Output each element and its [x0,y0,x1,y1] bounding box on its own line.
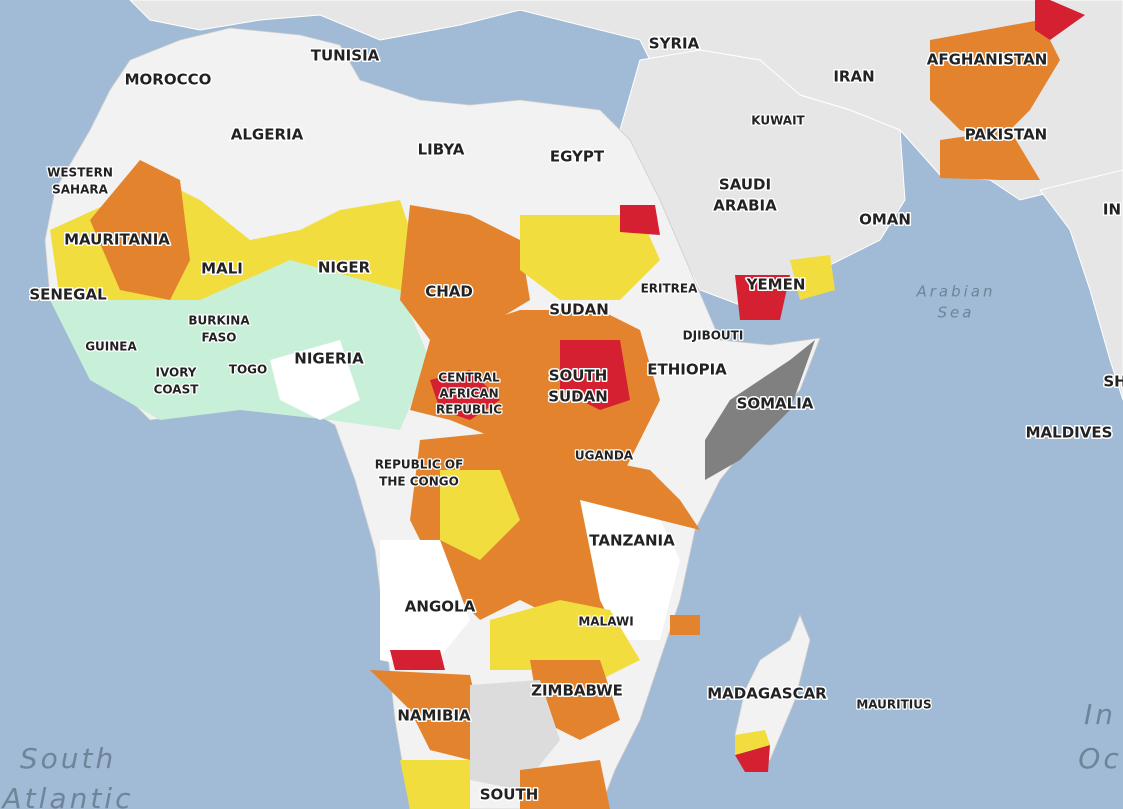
labels: MOROCCO TUNISIA SYRIA IRAN AFGHANISTAN KUWAIT… [1,33,1123,809]
place-label: MALDIVES [1026,424,1113,442]
place-label: ERITREA [641,282,699,296]
place-label: REPUBLIC [436,403,502,417]
place-label: AFGHANISTAN [927,51,1048,69]
place-label: SOUTH [480,786,539,804]
place-label: SOUTH [549,367,608,385]
place-label: ARABIA [713,197,777,215]
place-label: MALI [201,260,243,278]
place-label: ANGOLA [405,598,476,616]
place-label: UGANDA [575,449,634,463]
place-label: IN [1103,201,1121,219]
place-label: GUINEA [85,340,137,354]
place-label: IRAN [833,68,874,86]
place-label: SAHARA [52,183,109,197]
place-label: Oc [1078,742,1121,775]
place-label: FASO [202,331,237,345]
place-label: SAUDI [719,176,771,194]
place-label: Atlantic [1,782,134,809]
coloured-regions [50,0,1085,809]
place-label: MAURITIUS [856,698,931,712]
place-label: WESTERN [47,166,113,180]
place-label: SUDAN [548,388,608,406]
place-label: In [1084,698,1116,731]
place-label: COAST [154,383,200,397]
place-label: MADAGASCAR [707,685,827,703]
place-label: ZIMBABWE [531,682,623,700]
place-label: DJIBOUTI [683,329,744,343]
place-label: KUWAIT [751,114,805,128]
place-label: REPUBLIC OF [375,458,464,472]
place-label: CENTRAL [438,371,500,385]
place-label: AFRICAN [439,387,498,401]
place-label: Sea [938,304,975,322]
place-label: BURKINA [188,314,250,328]
place-label: NIGER [318,259,371,277]
place-label: MAURITANIA [64,231,170,249]
place-label: NIGERIA [294,350,364,368]
place-label: SENEGAL [29,286,107,304]
place-label: Arabian [915,283,995,301]
place-label: TOGO [229,363,267,377]
place-label: ALGERIA [231,126,304,144]
place-label: PAKISTAN [965,126,1047,144]
place-label: YEMEN [746,276,806,294]
place-label: TANZANIA [589,532,675,550]
place-label: South [20,742,116,775]
place-label: OMAN [859,211,911,229]
place-label: THE CONGO [379,475,459,489]
place-label: NAMIBIA [397,707,471,725]
place-label: IVORY [155,366,196,380]
place-label: SYRIA [649,35,700,53]
place-label: CHAD [425,283,473,301]
place-label: MOROCCO [125,71,212,89]
place-label: SOMALIA [737,395,814,413]
place-label: EGYPT [550,148,605,166]
place-label: ETHIOPIA [647,361,727,379]
place-label: SH [1103,373,1123,391]
place-label: TUNISIA [311,47,380,65]
place-label: MALAWI [578,615,633,629]
place-label: LIBYA [418,141,465,159]
place-label: SUDAN [549,301,609,319]
